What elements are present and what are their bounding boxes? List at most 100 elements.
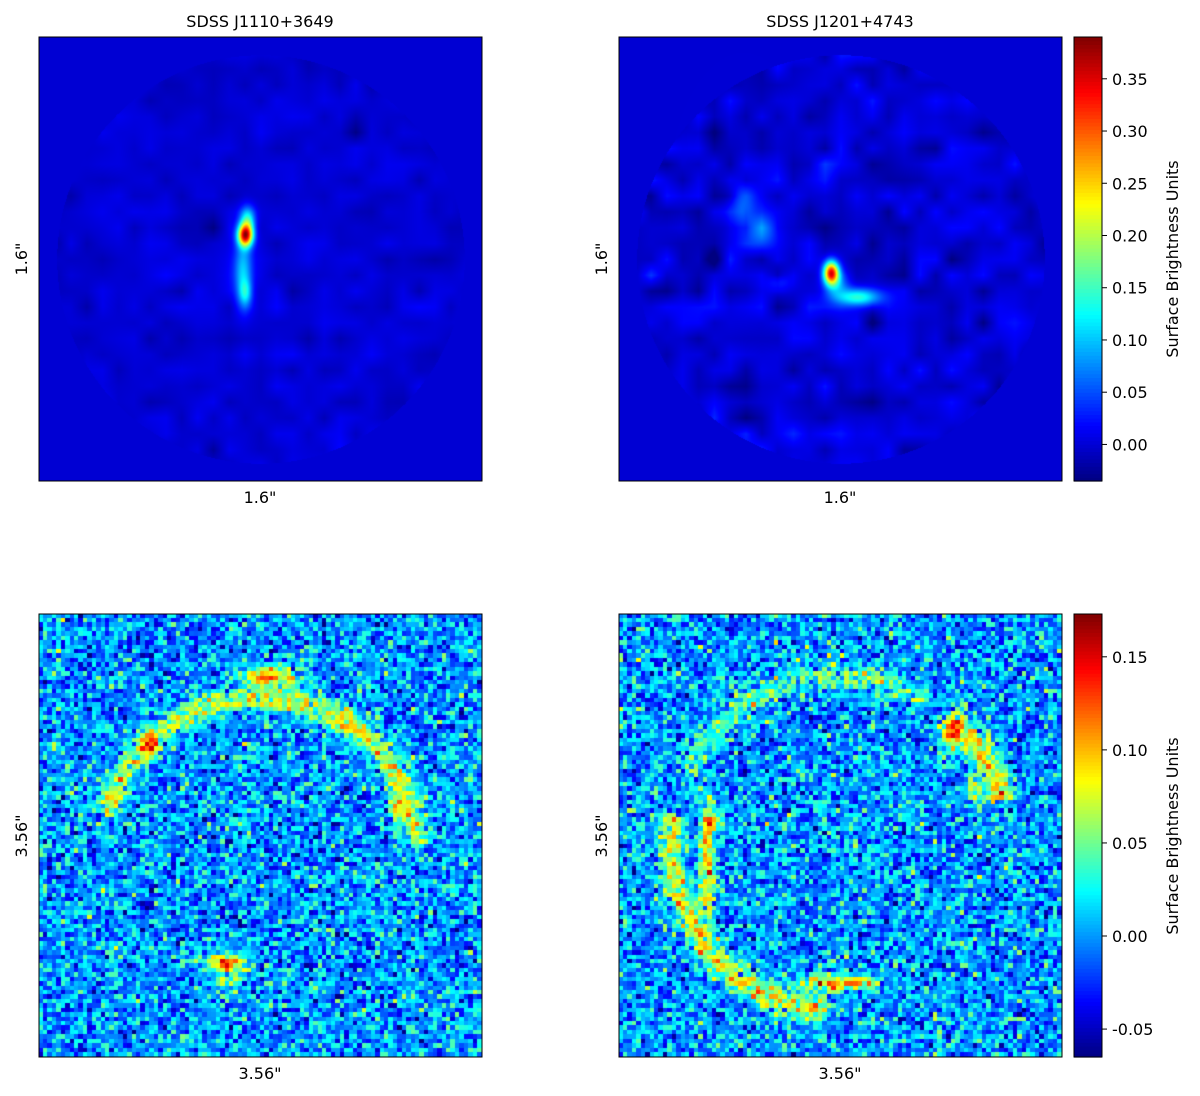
colorbar-segment [1074, 255, 1102, 260]
panel2-frame [618, 36, 1063, 482]
colorbar-segment [1074, 946, 1102, 951]
colorbar-segment [1074, 410, 1102, 415]
colorbar-segment [1074, 48, 1102, 53]
colorbar-tick-label: 0.05 [1112, 834, 1148, 853]
colorbar-segment [1074, 798, 1102, 803]
colorbar-segment [1074, 879, 1102, 885]
colorbar-segment [1074, 964, 1102, 969]
colorbar-segment [1074, 1001, 1102, 1006]
colorbar-segment [1074, 994, 1102, 999]
colorbar-segment [1074, 1045, 1102, 1051]
colorbar-segment [1074, 628, 1102, 634]
colorbar-segment [1074, 425, 1102, 430]
colorbar-segment [1074, 632, 1102, 637]
colorbar-segment [1074, 303, 1102, 308]
colorbar-segment [1074, 455, 1102, 460]
colorbar-segment [1074, 684, 1102, 689]
colorbar-segment [1074, 739, 1102, 744]
colorbar-segment [1074, 373, 1102, 378]
colorbar-segment [1074, 403, 1102, 408]
colorbar-segment [1074, 299, 1102, 304]
colorbar-segment [1074, 395, 1102, 401]
colorbar-segment [1074, 96, 1102, 101]
colorbar-segment [1074, 281, 1102, 286]
colorbar-segment [1074, 92, 1102, 97]
colorbar-segment [1074, 140, 1102, 145]
colorbar-segment [1074, 665, 1102, 670]
colorbar-segment [1074, 284, 1102, 290]
colorbar-segment [1074, 111, 1102, 116]
panel3-frame [38, 613, 483, 1058]
panel2-title: SDSS J1201+4743 [766, 12, 913, 31]
colorbar-segment [1074, 1012, 1102, 1017]
colorbar-segment [1074, 170, 1102, 175]
colorbar-tick-label: 0.00 [1112, 435, 1148, 454]
colorbar-segment [1074, 805, 1102, 811]
colorbar-segment [1074, 791, 1102, 796]
colorbar-segment [1074, 162, 1102, 168]
panel1-xlabel: 1.6" [244, 488, 277, 507]
colorbar-segment [1074, 240, 1102, 245]
colorbar-segment [1074, 1031, 1102, 1036]
colorbar-segment [1074, 192, 1102, 197]
colorbar-segment [1074, 407, 1102, 412]
colorbar-segment [1074, 236, 1102, 242]
colorbar-segment [1074, 702, 1102, 707]
colorbar-segment [1074, 769, 1102, 774]
colorbar-segment [1074, 983, 1102, 988]
colorbar-segment [1074, 835, 1102, 840]
colorbar-segment [1074, 336, 1102, 341]
colorbar-segment [1074, 872, 1102, 877]
colorbar-segment [1074, 51, 1102, 57]
colorbar-segment [1074, 210, 1102, 216]
colorbar-segment [1074, 247, 1102, 253]
colorbar-segment [1074, 894, 1102, 899]
colorbar-tick-label: 0.05 [1112, 383, 1148, 402]
colorbar-segment [1074, 59, 1102, 64]
colorbar-segment [1074, 898, 1102, 903]
colorbar-segment [1074, 85, 1102, 90]
colorbar-segment [1074, 924, 1102, 929]
colorbar-segment [1074, 203, 1102, 208]
panel2-image [619, 37, 1062, 481]
colorbar-segment [1074, 321, 1102, 327]
colorbar-segment [1074, 381, 1102, 386]
colorbar-segment [1074, 650, 1102, 656]
colorbar-segment [1074, 347, 1102, 353]
colorbar-segment [1074, 325, 1102, 330]
colorbar-segment [1074, 986, 1102, 992]
colorbar-segment [1074, 972, 1102, 977]
colorbar-segment [1074, 144, 1102, 149]
colorbar-segment [1074, 765, 1102, 770]
colorbar-segment [1074, 890, 1102, 896]
colorbar-segment [1074, 436, 1102, 441]
colorbar-segment [1074, 850, 1102, 855]
colorbar-segment [1074, 429, 1102, 434]
colorbar-segment [1074, 883, 1102, 888]
panel1-frame [38, 36, 483, 482]
colorbar-segment [1074, 794, 1102, 800]
colorbar-segment [1074, 757, 1102, 763]
colorbar-segment [1074, 307, 1102, 312]
colorbar-segment [1074, 473, 1102, 478]
colorbar-segment [1074, 780, 1102, 785]
panel1-title: SDSS J1110+3649 [186, 12, 333, 31]
colorbar-segment [1074, 229, 1102, 234]
colorbar-segment [1074, 997, 1102, 1003]
colorbar-segment [1074, 695, 1102, 700]
colorbar-segment [1074, 861, 1102, 866]
colorbar-bottom-label: Surface Brightness Units [1163, 737, 1182, 934]
colorbar-segment [1074, 469, 1102, 475]
colorbar-tick-label: 0.25 [1112, 174, 1148, 193]
colorbar-segment [1074, 1023, 1102, 1029]
colorbar-segment [1074, 362, 1102, 367]
colorbar-segment [1074, 1038, 1102, 1043]
panel4-xlabel: 3.56" [819, 1064, 862, 1083]
panel1-ylabel: 1.6" [12, 243, 31, 276]
colorbar-segment [1074, 687, 1102, 693]
colorbar-tick-label: -0.05 [1112, 1020, 1153, 1039]
colorbar-tick-label: 0.00 [1112, 927, 1148, 946]
colorbar-segment [1074, 177, 1102, 182]
colorbar-segment [1074, 876, 1102, 881]
